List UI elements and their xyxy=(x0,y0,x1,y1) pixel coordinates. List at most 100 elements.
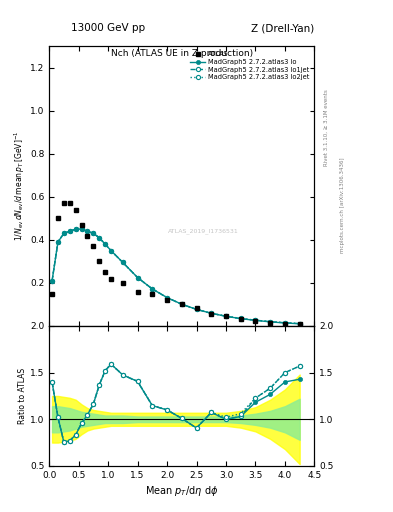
Text: ATLAS_2019_I1736531: ATLAS_2019_I1736531 xyxy=(167,228,239,233)
MadGraph5 2.7.2.atlas3 lo2jet xyxy=(108,247,114,253)
MadGraph5 2.7.2.atlas3 lo1jet xyxy=(97,234,101,241)
Line: MadGraph5 2.7.2.atlas3 lo1jet: MadGraph5 2.7.2.atlas3 lo1jet xyxy=(50,227,302,326)
MadGraph5 2.7.2.atlas3 lo xyxy=(79,226,84,232)
Text: Rivet 3.1.10, ≥ 3.1M events: Rivet 3.1.10, ≥ 3.1M events xyxy=(324,90,329,166)
Line: MadGraph5 2.7.2.atlas3 lo: MadGraph5 2.7.2.atlas3 lo xyxy=(50,227,302,326)
MadGraph5 2.7.2.atlas3 lo xyxy=(268,319,273,325)
MadGraph5 2.7.2.atlas3 lo2jet xyxy=(150,286,155,292)
MadGraph5 2.7.2.atlas3 lo xyxy=(180,301,184,307)
MadGraph5 2.7.2.atlas3 lo1jet xyxy=(120,260,125,266)
ATLAS xyxy=(85,232,90,239)
ATLAS xyxy=(253,318,258,324)
MadGraph5 2.7.2.atlas3 lo xyxy=(209,310,214,316)
MadGraph5 2.7.2.atlas3 lo1jet xyxy=(73,226,78,232)
MadGraph5 2.7.2.atlas3 lo1jet xyxy=(298,321,302,327)
MadGraph5 2.7.2.atlas3 lo2jet xyxy=(91,230,96,237)
ATLAS xyxy=(50,291,54,297)
MadGraph5 2.7.2.atlas3 lo1jet xyxy=(85,228,90,234)
MadGraph5 2.7.2.atlas3 lo1jet xyxy=(268,318,273,325)
MadGraph5 2.7.2.atlas3 lo1jet xyxy=(91,230,96,237)
MadGraph5 2.7.2.atlas3 lo1jet xyxy=(224,313,228,319)
MadGraph5 2.7.2.atlas3 lo1jet xyxy=(68,228,72,234)
MadGraph5 2.7.2.atlas3 lo xyxy=(68,228,72,234)
ATLAS xyxy=(224,313,228,319)
MadGraph5 2.7.2.atlas3 lo xyxy=(224,313,228,319)
MadGraph5 2.7.2.atlas3 lo2jet xyxy=(298,321,302,327)
MadGraph5 2.7.2.atlas3 lo1jet xyxy=(180,301,184,307)
MadGraph5 2.7.2.atlas3 lo2jet xyxy=(253,317,258,323)
MadGraph5 2.7.2.atlas3 lo xyxy=(165,294,169,301)
MadGraph5 2.7.2.atlas3 lo xyxy=(253,317,258,324)
ATLAS xyxy=(73,207,78,213)
Line: ATLAS: ATLAS xyxy=(50,201,302,327)
MadGraph5 2.7.2.atlas3 lo xyxy=(150,286,155,292)
MadGraph5 2.7.2.atlas3 lo xyxy=(120,260,125,266)
Text: mcplots.cern.ch [arXiv:1306.3436]: mcplots.cern.ch [arXiv:1306.3436] xyxy=(340,157,345,252)
MadGraph5 2.7.2.atlas3 lo2jet xyxy=(97,234,101,241)
MadGraph5 2.7.2.atlas3 lo1jet xyxy=(194,306,199,312)
MadGraph5 2.7.2.atlas3 lo1jet xyxy=(79,226,84,232)
MadGraph5 2.7.2.atlas3 lo2jet xyxy=(103,241,108,247)
ATLAS xyxy=(194,305,199,311)
MadGraph5 2.7.2.atlas3 lo xyxy=(283,320,287,326)
MadGraph5 2.7.2.atlas3 lo1jet xyxy=(61,230,66,237)
MadGraph5 2.7.2.atlas3 lo2jet xyxy=(224,313,228,319)
MadGraph5 2.7.2.atlas3 lo1jet xyxy=(209,310,214,316)
MadGraph5 2.7.2.atlas3 lo xyxy=(56,239,61,245)
ATLAS xyxy=(120,280,125,286)
MadGraph5 2.7.2.atlas3 lo xyxy=(135,274,140,281)
X-axis label: Mean $p_T$/d$\eta$ d$\phi$: Mean $p_T$/d$\eta$ d$\phi$ xyxy=(145,484,219,498)
MadGraph5 2.7.2.atlas3 lo1jet xyxy=(165,294,169,301)
ATLAS xyxy=(135,288,140,294)
MadGraph5 2.7.2.atlas3 lo1jet xyxy=(56,239,61,245)
ATLAS xyxy=(108,275,114,282)
ATLAS xyxy=(283,321,287,327)
MadGraph5 2.7.2.atlas3 lo2jet xyxy=(61,230,66,237)
MadGraph5 2.7.2.atlas3 lo1jet xyxy=(238,315,243,322)
MadGraph5 2.7.2.atlas3 lo1jet xyxy=(283,319,287,326)
ATLAS xyxy=(97,259,101,265)
MadGraph5 2.7.2.atlas3 lo2jet xyxy=(209,310,214,316)
Legend: ATLAS, MadGraph5 2.7.2.atlas3 lo, MadGraph5 2.7.2.atlas3 lo1jet, MadGraph5 2.7.2: ATLAS, MadGraph5 2.7.2.atlas3 lo, MadGra… xyxy=(188,50,311,82)
Text: Nch (ATLAS UE in Z production): Nch (ATLAS UE in Z production) xyxy=(111,49,253,58)
MadGraph5 2.7.2.atlas3 lo xyxy=(103,241,108,247)
MadGraph5 2.7.2.atlas3 lo2jet xyxy=(135,274,140,281)
MadGraph5 2.7.2.atlas3 lo xyxy=(238,315,243,322)
MadGraph5 2.7.2.atlas3 lo xyxy=(108,247,114,253)
MadGraph5 2.7.2.atlas3 lo2jet xyxy=(238,315,243,322)
MadGraph5 2.7.2.atlas3 lo2jet xyxy=(180,301,184,307)
MadGraph5 2.7.2.atlas3 lo2jet xyxy=(79,226,84,232)
Text: 13000 GeV pp: 13000 GeV pp xyxy=(71,23,145,33)
ATLAS xyxy=(180,302,184,308)
ATLAS xyxy=(298,322,302,328)
ATLAS xyxy=(238,316,243,322)
ATLAS xyxy=(150,291,155,297)
MadGraph5 2.7.2.atlas3 lo2jet xyxy=(56,239,61,245)
ATLAS xyxy=(268,319,273,326)
MadGraph5 2.7.2.atlas3 lo1jet xyxy=(50,278,54,284)
MadGraph5 2.7.2.atlas3 lo1jet xyxy=(103,241,108,247)
MadGraph5 2.7.2.atlas3 lo xyxy=(91,230,96,237)
ATLAS xyxy=(103,269,108,275)
MadGraph5 2.7.2.atlas3 lo xyxy=(97,234,101,241)
MadGraph5 2.7.2.atlas3 lo2jet xyxy=(85,228,90,234)
ATLAS xyxy=(165,297,169,303)
MadGraph5 2.7.2.atlas3 lo xyxy=(50,278,54,284)
MadGraph5 2.7.2.atlas3 lo2jet xyxy=(120,260,125,266)
MadGraph5 2.7.2.atlas3 lo1jet xyxy=(135,274,140,281)
MadGraph5 2.7.2.atlas3 lo xyxy=(73,226,78,232)
ATLAS xyxy=(56,215,61,221)
MadGraph5 2.7.2.atlas3 lo xyxy=(194,306,199,312)
ATLAS xyxy=(61,200,66,206)
MadGraph5 2.7.2.atlas3 lo2jet xyxy=(268,318,273,325)
Y-axis label: $1/N_\mathrm{ev}\,dN_\mathrm{ev}/d\,\mathrm{mean}\,p_T\,[\mathrm{GeV}]^{-1}$: $1/N_\mathrm{ev}\,dN_\mathrm{ev}/d\,\mat… xyxy=(13,131,27,241)
ATLAS xyxy=(68,200,72,206)
Y-axis label: Ratio to ATLAS: Ratio to ATLAS xyxy=(18,368,27,424)
ATLAS xyxy=(209,311,214,317)
MadGraph5 2.7.2.atlas3 lo1jet xyxy=(108,247,114,253)
Line: MadGraph5 2.7.2.atlas3 lo2jet: MadGraph5 2.7.2.atlas3 lo2jet xyxy=(50,227,302,326)
MadGraph5 2.7.2.atlas3 lo1jet xyxy=(253,317,258,323)
MadGraph5 2.7.2.atlas3 lo2jet xyxy=(283,319,287,326)
MadGraph5 2.7.2.atlas3 lo1jet xyxy=(150,286,155,292)
MadGraph5 2.7.2.atlas3 lo2jet xyxy=(165,294,169,301)
